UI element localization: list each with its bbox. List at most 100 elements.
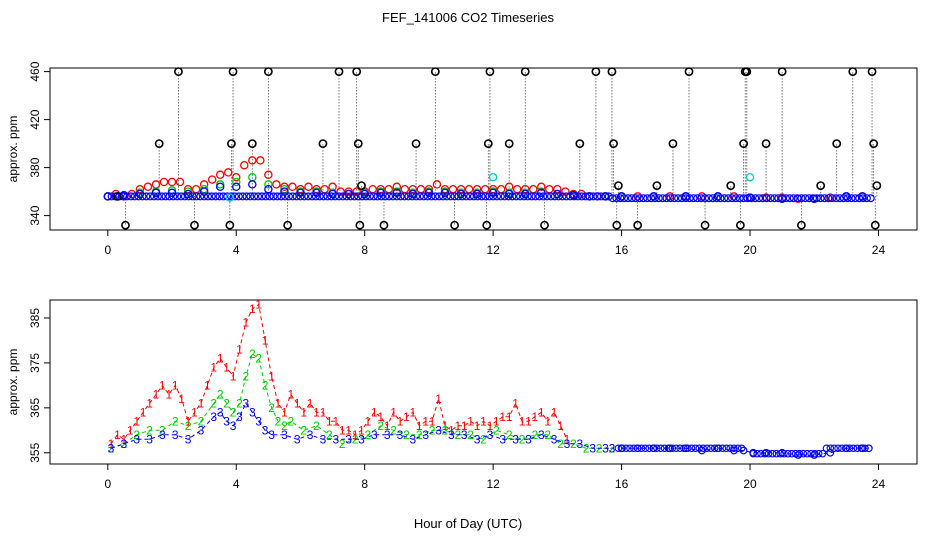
series-1-point xyxy=(320,184,329,194)
series-1-point: 1 xyxy=(121,432,128,446)
series-1-point: 1 xyxy=(249,302,256,316)
series-3-point: 3 xyxy=(564,437,571,451)
baseline-point xyxy=(801,194,810,203)
baseline-point xyxy=(793,194,802,203)
x-tick-label: 16 xyxy=(615,243,629,257)
series-2-point: 2 xyxy=(172,414,179,428)
series-3-point xyxy=(231,182,241,192)
series-3-point: 3 xyxy=(512,432,519,446)
reference-point xyxy=(735,220,745,230)
baseline-point xyxy=(739,194,748,203)
baseline-point xyxy=(589,192,598,201)
x-tick-label: 8 xyxy=(361,243,368,257)
x-tick-label: 16 xyxy=(615,477,629,491)
baseline-point xyxy=(824,194,833,203)
x-tick-label: 20 xyxy=(743,243,757,257)
series-1-point xyxy=(344,187,353,196)
series-1-point xyxy=(223,168,233,177)
flat-point xyxy=(722,444,731,453)
flat-point xyxy=(807,449,815,458)
series-2-point: 2 xyxy=(313,419,320,433)
baseline-point xyxy=(381,192,390,201)
series-2-point: 2 xyxy=(416,428,423,442)
series-1-point: 1 xyxy=(159,378,166,392)
baseline-point xyxy=(496,192,505,201)
baseline-point xyxy=(639,194,648,203)
flat-point xyxy=(641,444,650,453)
reference-point xyxy=(591,67,601,76)
reference-point xyxy=(450,220,459,230)
baseline-point xyxy=(481,192,490,201)
baseline-point xyxy=(581,192,590,201)
series-1-point: 1 xyxy=(345,423,352,437)
series-1-point xyxy=(240,160,249,170)
series-1-point: 1 xyxy=(217,351,224,365)
flat-point xyxy=(699,444,707,453)
series-1-point: 1 xyxy=(429,414,436,428)
y-tick-label: 460 xyxy=(28,61,42,81)
flat-point xyxy=(726,444,734,453)
reference-point xyxy=(607,67,617,76)
series-2-point: 2 xyxy=(506,428,513,442)
series-1-point: 1 xyxy=(287,387,294,401)
plot-frame xyxy=(49,299,918,465)
series-1-point: 1 xyxy=(153,387,160,401)
series-3-point: 3 xyxy=(371,428,378,442)
baseline-point xyxy=(296,192,305,201)
baseline-point xyxy=(442,192,451,201)
baseline-point xyxy=(281,192,290,201)
flat-point xyxy=(818,449,827,458)
series-1-point xyxy=(368,184,377,194)
series-1-point: 1 xyxy=(313,405,320,419)
series-3-point: 3 xyxy=(133,432,140,446)
reference-point xyxy=(652,181,662,190)
series-1-point xyxy=(159,177,169,187)
y-tick-label: 385 xyxy=(28,308,42,328)
baseline-point xyxy=(627,194,636,203)
series-1-point xyxy=(167,177,177,187)
baseline-point xyxy=(812,194,821,203)
flat-point xyxy=(749,449,757,458)
cyan-point xyxy=(745,172,755,182)
reference-point xyxy=(872,181,882,190)
reference-point xyxy=(668,139,678,148)
reference-point xyxy=(540,220,549,230)
series-flat-point xyxy=(864,444,873,453)
baseline-point xyxy=(450,192,459,201)
flat-point xyxy=(830,444,838,453)
baseline-point xyxy=(192,192,201,201)
baseline-point xyxy=(543,192,552,201)
reference-point xyxy=(739,139,748,148)
flat-point xyxy=(695,444,704,453)
series-1-point: 1 xyxy=(352,428,359,442)
y-axis-label: approx. ppm xyxy=(6,116,20,183)
series-2-point: 2 xyxy=(442,423,449,437)
y-tick-label: 340 xyxy=(28,205,42,225)
cyan-point xyxy=(488,172,498,182)
baseline-point xyxy=(604,192,613,201)
x-tick-label: 4 xyxy=(233,243,240,257)
baseline-point xyxy=(234,192,243,201)
baseline-point xyxy=(388,192,397,201)
series-3-point: 3 xyxy=(345,432,352,446)
baseline-point xyxy=(126,192,135,201)
x-tick-label: 24 xyxy=(872,477,886,491)
baseline-point xyxy=(396,192,405,201)
series-2-point: 2 xyxy=(429,423,436,437)
series-1-point: 1 xyxy=(339,423,346,437)
baseline-point xyxy=(200,192,209,201)
series-3-point: 3 xyxy=(474,432,481,446)
series-1-point: 1 xyxy=(461,419,468,433)
series-2-point: 2 xyxy=(133,428,140,442)
flat-point xyxy=(626,444,634,453)
flat-point xyxy=(849,444,858,453)
series-3-point: 3 xyxy=(108,441,115,455)
baseline-point xyxy=(319,192,328,201)
baseline-point xyxy=(454,192,463,201)
reference-point xyxy=(247,139,257,148)
series-1-point xyxy=(729,192,739,201)
series-2-point: 2 xyxy=(185,419,192,433)
flat-point xyxy=(826,444,835,453)
reference-point xyxy=(352,67,362,76)
reference-point xyxy=(113,191,122,201)
